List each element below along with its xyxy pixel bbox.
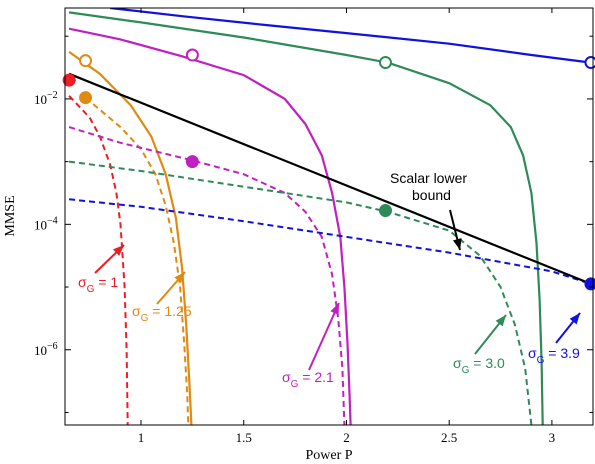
x-tick-label: 3: [549, 430, 556, 445]
annotation-g21-arrow-shaft: [308, 302, 340, 371]
x-tick-label: 1: [138, 430, 145, 445]
series-g39-mmse-line: [110, 8, 592, 64]
y-axis-label: MMSE: [3, 195, 18, 236]
series-g1-bound-line: [68, 95, 129, 425]
series-g30-mmse-line: [68, 11, 544, 425]
annotation-g21-arrow-head: [330, 303, 339, 315]
annotation-g39-label: σG = 3.9: [528, 345, 580, 366]
annotation-g39-arrow-head: [569, 313, 580, 325]
series-g125-bound-line: [84, 96, 190, 425]
series-g125-filled-marker: [79, 91, 93, 105]
annotation-g30-arrow-head: [495, 315, 506, 327]
x-tick-label: 2.5: [441, 430, 457, 445]
y-tick-label: 10−4: [34, 215, 58, 232]
series-g30-filled-marker: [378, 204, 392, 218]
annotation-g1-label: σG = 1: [78, 274, 118, 295]
annotation-g30-label: σG = 3.0: [453, 355, 505, 376]
series-g125-mmse-line: [68, 51, 193, 425]
x-axis-label: Power P: [305, 448, 352, 463]
series-g39-bound-line: [68, 198, 592, 285]
plot-frame: [64, 7, 594, 426]
annotation-g21-label: σG = 2.1: [282, 369, 334, 390]
series-g30-open-marker: [378, 56, 392, 70]
series-g125-open-marker: [79, 54, 93, 68]
series-g30-bound-line: [68, 160, 533, 425]
series-g39-open-marker: [584, 56, 595, 70]
annotation-g125-label: σG = 1.25: [132, 303, 192, 324]
annotation-g125-arrow-head: [174, 272, 185, 284]
y-tick-label: 10−6: [34, 341, 58, 358]
y-tick-label: 10−2: [34, 90, 58, 107]
annotation-bound-label: Scalar lower bound: [390, 170, 467, 203]
x-tick-label: 2: [343, 430, 350, 445]
series-g1-filled-marker: [62, 73, 76, 87]
series-g21-mmse-line: [68, 27, 352, 425]
scalar-lower-bound-line: [68, 72, 592, 285]
series-g21-bound-line: [68, 126, 346, 425]
series-g21-open-marker: [185, 48, 199, 62]
series-g21-filled-marker: [185, 155, 199, 169]
x-tick-label: 1.5: [236, 430, 252, 445]
ticks-layer: 1 1.5 2 2.5 3 10−2 10−4 10−6: [34, 8, 593, 445]
annotation-bound-arrow-head: [452, 238, 462, 250]
plot-area: [65, 8, 593, 425]
curves-layer: [68, 8, 592, 425]
annotations-layer: Scalar lower bound σG = 1 σG = 1.25 σG = 2.1…: [78, 170, 581, 390]
annotation-g1-arrow-head: [112, 245, 124, 256]
